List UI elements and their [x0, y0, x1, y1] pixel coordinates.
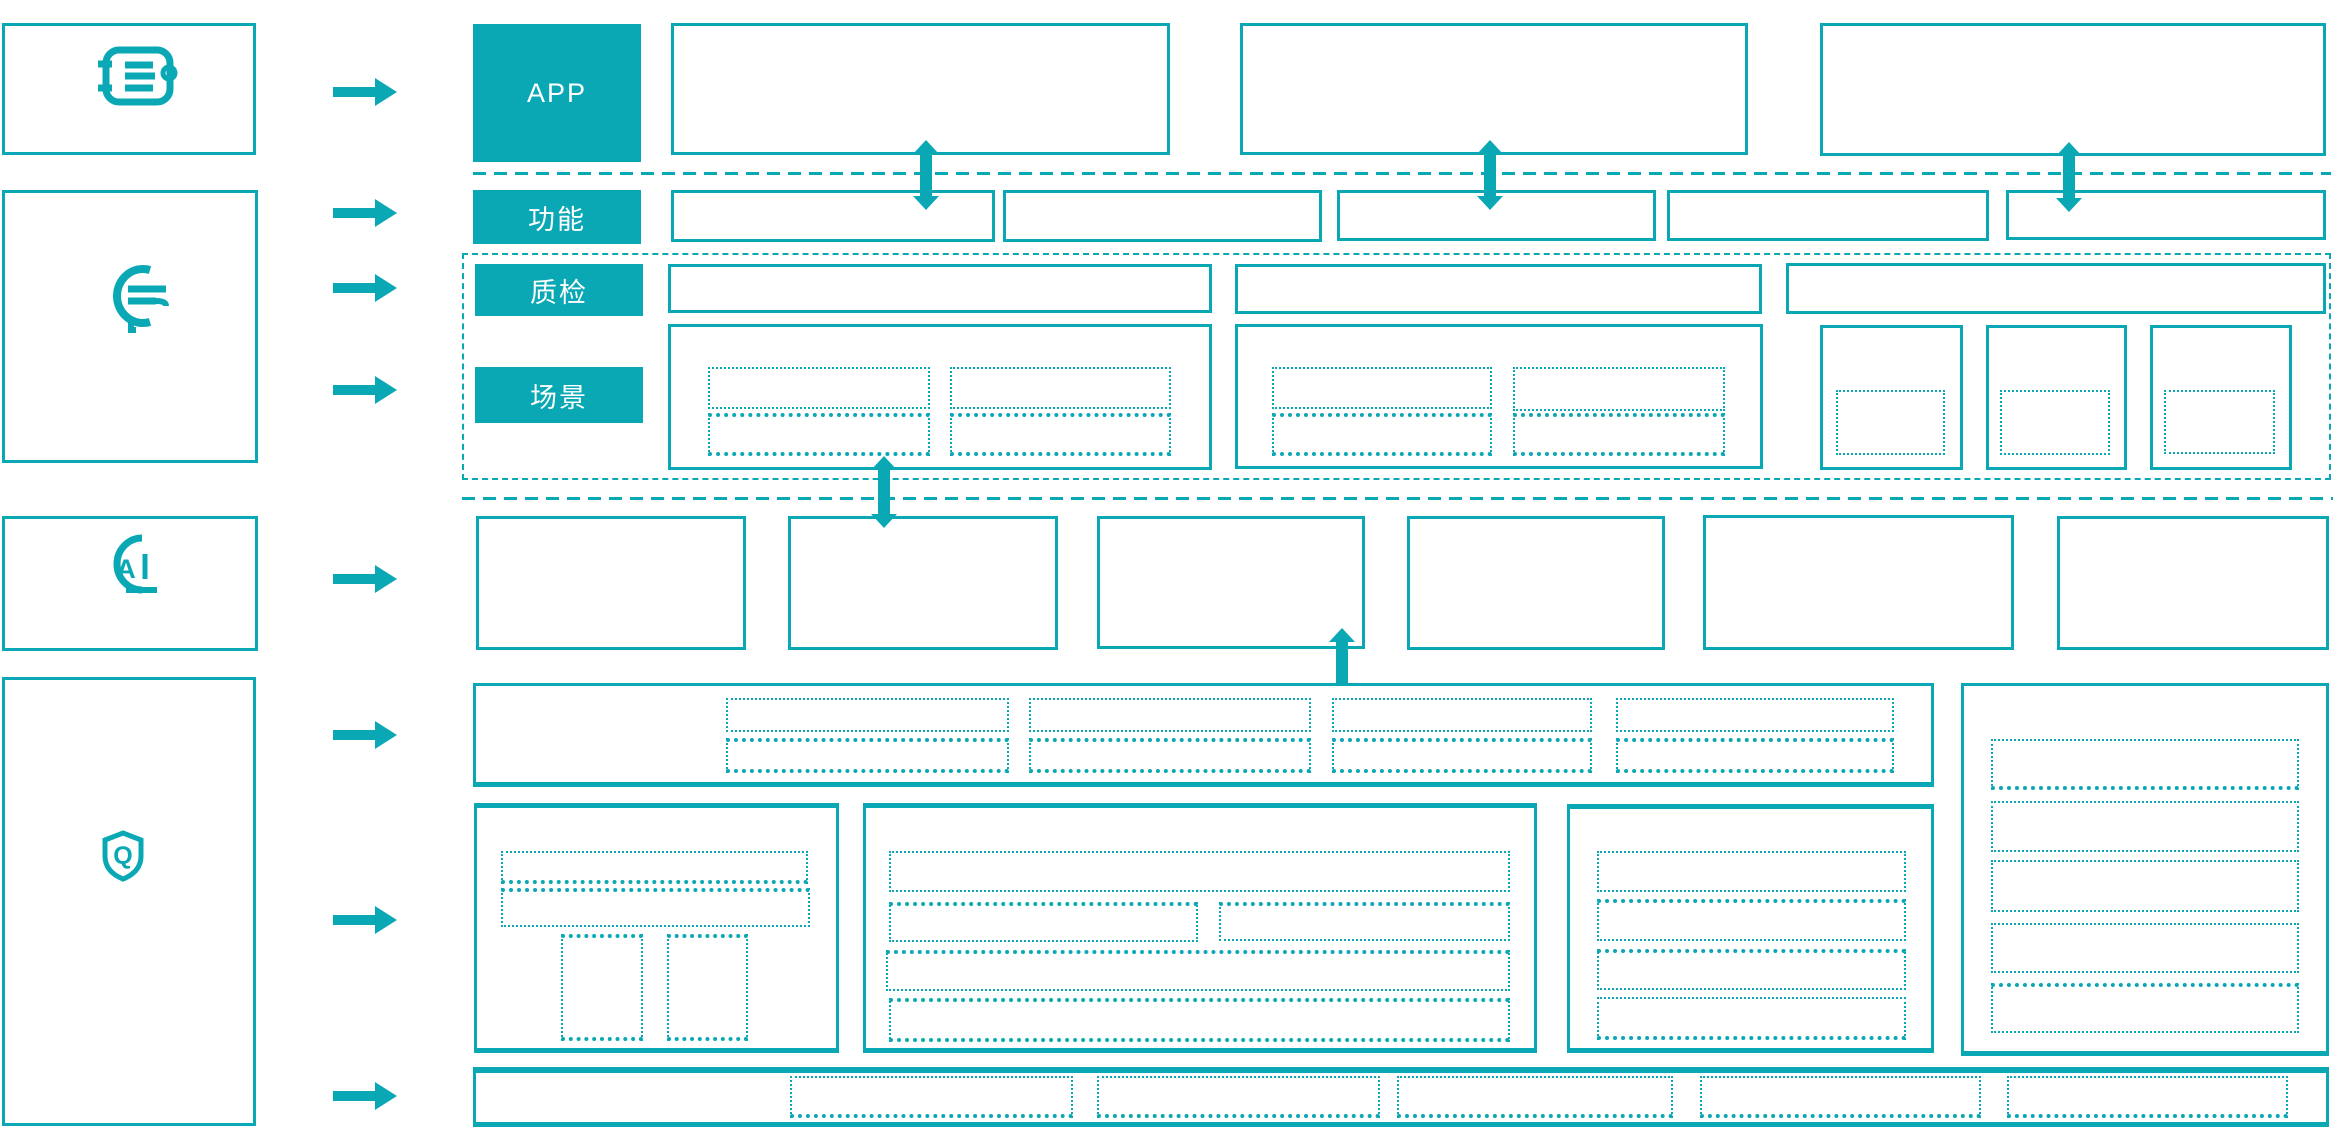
- divider-dashed-line-1: [473, 172, 2331, 175]
- app-box-1: [671, 23, 1170, 155]
- module-left-slot: [561, 934, 643, 1041]
- row-label-function-text: 功能: [528, 204, 586, 235]
- module-center-box: [863, 803, 1537, 1053]
- row-label-quality-check: 质检: [475, 264, 643, 316]
- scene-panel-2: [1235, 324, 1763, 469]
- scene-slot: [708, 367, 930, 409]
- left-panel-4: [2, 677, 256, 1126]
- module-top-slot: [1616, 698, 1894, 732]
- scene-panel-1: [668, 324, 1212, 470]
- engine-box-4: [1407, 516, 1665, 650]
- module-right-slot: [1597, 949, 1906, 990]
- module-center-slot: [1219, 902, 1510, 941]
- function-box-2: [1003, 190, 1322, 242]
- scene-slot: [1272, 367, 1492, 409]
- module-center-slot: [886, 950, 1510, 991]
- notebook-list-icon: [98, 46, 178, 106]
- scene-slot: [1272, 413, 1492, 456]
- function-box-1: [671, 190, 995, 242]
- module-top-slot: [1029, 738, 1311, 773]
- customer-profile-icon: [113, 265, 169, 333]
- qc-box-3: [1786, 263, 2326, 314]
- app-box-2: [1240, 23, 1748, 155]
- scene-panel-4: [1986, 325, 2127, 470]
- arrow-right-2: [333, 199, 397, 227]
- divider-dashed-line-2: [462, 497, 2333, 500]
- engine-box-3: [1097, 516, 1365, 649]
- module-right-slot: [1597, 851, 1906, 892]
- module-left-slot: [667, 934, 748, 1041]
- arrow-right-8: [333, 1082, 397, 1110]
- scene-slot: [1513, 367, 1725, 411]
- module-top-slot: [726, 698, 1009, 732]
- scene-slot: [2164, 390, 2275, 454]
- arrow-vertical-3: [2056, 142, 2082, 212]
- module-tall-box: [1961, 683, 2329, 1056]
- module-tall-slot: [1991, 801, 2299, 852]
- bottom-bar-slot: [1097, 1076, 1380, 1118]
- module-right-slot: [1597, 899, 1906, 941]
- module-center-slot: [889, 998, 1510, 1042]
- arrow-vertical-4: [871, 456, 897, 528]
- svg-text:A: A: [116, 554, 136, 584]
- arrow-right-3: [333, 274, 397, 302]
- module-tall-slot: [1991, 860, 2299, 912]
- module-left-box: [474, 803, 839, 1053]
- module-top-slot: [1332, 738, 1592, 773]
- arrow-right-4: [333, 376, 397, 404]
- bottom-bar-slot: [790, 1076, 1073, 1118]
- module-top-slot: [1332, 698, 1592, 732]
- scene-panel-3: [1820, 325, 1963, 470]
- module-top-slot: [726, 738, 1009, 773]
- scene-panel-5: [2150, 325, 2292, 470]
- row-label-app: APP: [473, 24, 641, 162]
- module-top-slot: [1029, 698, 1311, 732]
- arrow-right-7: [333, 906, 397, 934]
- module-top-slot: [1616, 738, 1894, 773]
- module-center-slot: [889, 902, 1198, 942]
- module-tall-slot: [1991, 739, 2299, 790]
- function-box-5: [2006, 190, 2326, 240]
- scene-slot: [1836, 390, 1945, 455]
- quality-shield-icon: Q: [102, 830, 144, 882]
- svg-text:Q: Q: [113, 842, 132, 870]
- qc-scene-dashed-container: [462, 253, 2331, 480]
- arrow-right-6: [333, 721, 397, 749]
- scene-slot: [950, 367, 1171, 409]
- bottom-bar-slot: [1397, 1076, 1673, 1118]
- scene-slot: [950, 413, 1171, 456]
- row-label-scene-text: 场景: [530, 382, 588, 413]
- engine-box-2: [788, 516, 1058, 650]
- app-box-3: [1820, 23, 2326, 156]
- qc-box-1: [668, 264, 1212, 313]
- row-label-quality-check-text: 质检: [530, 277, 588, 308]
- module-tall-slot: [1991, 923, 2299, 973]
- scene-slot: [1513, 413, 1725, 456]
- bottom-bar-slot: [1700, 1076, 1981, 1118]
- row-label-app-text: APP: [526, 77, 588, 108]
- engine-box-1: [476, 516, 746, 650]
- module-tall-slot: [1991, 983, 2299, 1033]
- module-right-box: [1567, 804, 1934, 1053]
- arrow-right-5: [333, 565, 397, 593]
- bottom-bar-slot: [2007, 1076, 2288, 1118]
- qc-box-2: [1235, 264, 1762, 314]
- arrow-right-1: [333, 78, 397, 106]
- scene-slot: [708, 413, 930, 456]
- module-left-slot: [501, 851, 808, 884]
- module-right-slot: [1597, 997, 1906, 1040]
- arrow-vertical-1: [913, 140, 939, 210]
- ai-head-icon: A: [113, 534, 157, 594]
- module-center-slot: [889, 851, 1510, 892]
- arrow-vertical-2: [1477, 140, 1503, 210]
- row-label-scene: 场景: [475, 367, 643, 423]
- row-label-function: 功能: [473, 190, 641, 244]
- function-box-4: [1667, 190, 1989, 241]
- scene-slot: [2000, 390, 2110, 455]
- engine-box-5: [1703, 515, 2014, 650]
- module-left-slot: [501, 888, 810, 927]
- engine-box-6: [2057, 516, 2329, 650]
